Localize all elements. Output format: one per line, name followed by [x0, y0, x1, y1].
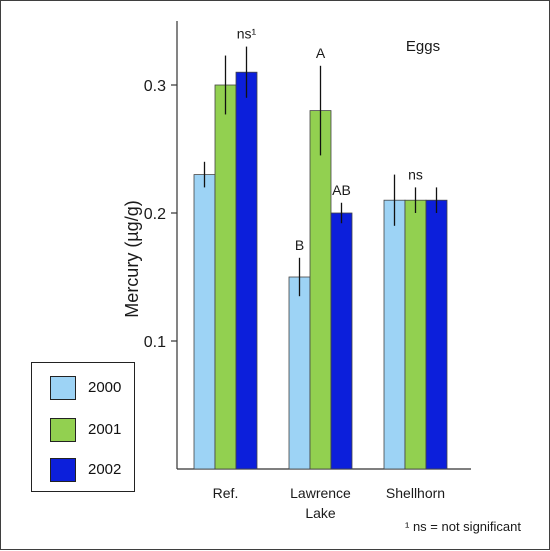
legend-item-2001: 2001: [32, 415, 134, 445]
legend-swatch-2002: [50, 458, 76, 482]
annotation-label-3: AB: [332, 182, 351, 198]
legend-swatch-2000: [50, 376, 76, 400]
legend-swatch-2001: [50, 418, 76, 442]
y-tick-label: 0.1: [144, 334, 166, 351]
legend-label-2001: 2001: [88, 421, 122, 438]
legend-label-2000: 2000: [88, 379, 122, 396]
y-tick-label: 0.2: [144, 206, 166, 223]
legend-item-2002: 2002: [32, 455, 134, 485]
legend-item-2000: 2000: [32, 373, 134, 403]
x-category-label-1: Lake: [305, 505, 336, 521]
bar-2000-1: [288, 276, 311, 470]
bar-2002-1: [330, 212, 353, 470]
annotation-label-2: A: [316, 45, 326, 61]
labels: Eggs ns¹ B A AB ns Ref. Lawrence Lake Shellhorn ¹ …: [213, 26, 522, 534]
chart-title: Eggs: [406, 38, 440, 55]
legend-label-2002: 2002: [88, 461, 122, 478]
bar-2001-1: [309, 110, 332, 470]
annotation-label-4: ns: [408, 166, 423, 182]
bar-2000-2: [383, 199, 406, 470]
bar-2002-2: [425, 199, 448, 470]
x-category-label-0: Ref.: [213, 485, 239, 501]
bar-2001-0: [214, 84, 237, 470]
y-tick-label: 0.3: [144, 78, 166, 95]
bar-2002-0: [235, 71, 258, 470]
x-category-label-2: Shellhorn: [386, 485, 445, 501]
bar-2000-0: [193, 174, 216, 470]
legend: 2000 2001 2002: [31, 362, 135, 492]
annotation-label-1: B: [295, 237, 304, 253]
y-axis-label: Mercury (µg/g): [122, 200, 142, 317]
footnote: ¹ ns = not significant: [405, 519, 521, 534]
bars: [193, 46, 448, 470]
x-category-label-1: Lawrence: [290, 485, 351, 501]
annotation-label-0: ns¹: [237, 26, 257, 42]
bar-2001-2: [404, 199, 427, 470]
